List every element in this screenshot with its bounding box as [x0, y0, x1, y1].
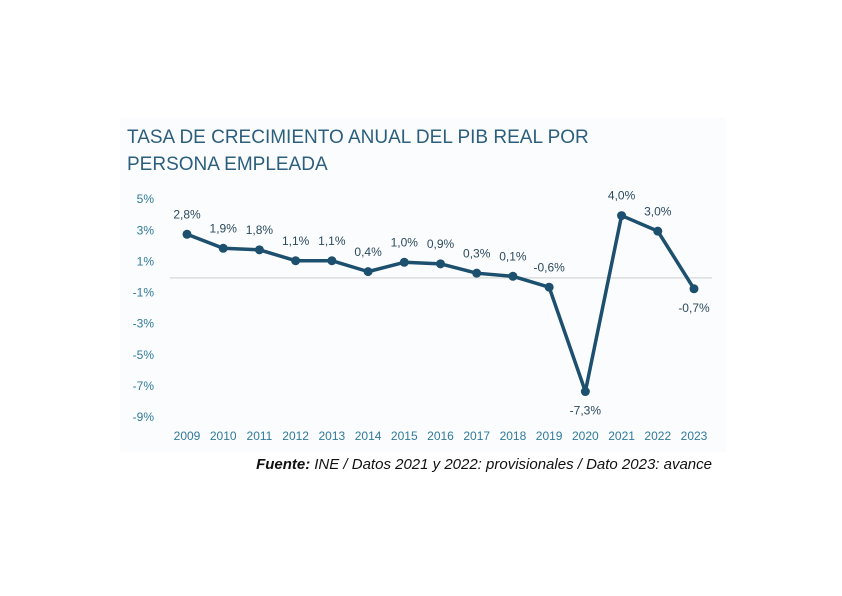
- x-tick-label: 2012: [282, 429, 309, 443]
- x-tick-label: 2017: [463, 429, 490, 443]
- data-label: -0,6%: [533, 260, 565, 274]
- source-note: Fuente: INE / Datos 2021 y 2022: provisio…: [256, 456, 712, 473]
- source-label: Fuente:: [256, 456, 311, 473]
- y-tick-label: -9%: [133, 410, 155, 424]
- y-tick-label: -1%: [133, 286, 155, 300]
- chart-background: [120, 118, 726, 452]
- y-tick-label: -7%: [133, 379, 155, 393]
- chart-title: TASA DE CRECIMIENTO ANUAL DEL PIB REAL P…: [127, 127, 589, 175]
- data-label: 1,1%: [282, 234, 310, 248]
- data-point: [617, 211, 627, 221]
- x-tick-label: 2023: [681, 429, 708, 443]
- x-tick-label: 2015: [391, 429, 418, 443]
- data-point: [363, 267, 373, 277]
- data-label: 0,1%: [499, 249, 527, 263]
- x-tick-label: 2021: [608, 429, 635, 443]
- y-tick-label: 3%: [137, 223, 155, 237]
- y-tick-label: -3%: [133, 317, 155, 331]
- x-tick-label: 2014: [355, 429, 382, 443]
- x-tick-label: 2009: [174, 429, 201, 443]
- data-point: [218, 243, 228, 253]
- x-tick-label: 2011: [247, 429, 273, 443]
- data-label: 3,0%: [644, 204, 672, 218]
- data-label: 0,3%: [463, 246, 491, 260]
- x-tick-label: 2013: [319, 429, 346, 443]
- data-label: 1,1%: [318, 234, 346, 248]
- data-point: [544, 282, 554, 292]
- data-label: 1,8%: [246, 223, 274, 237]
- data-point: [291, 256, 301, 266]
- x-tick-label: 2018: [500, 429, 527, 443]
- x-tick-label: 2010: [210, 429, 237, 443]
- data-point: [399, 257, 409, 267]
- data-label: 0,9%: [427, 237, 455, 251]
- data-label: 1,9%: [210, 221, 238, 235]
- x-tick-label: 2022: [644, 429, 671, 443]
- y-tick-label: 5%: [137, 192, 155, 206]
- data-label: 0,4%: [354, 245, 382, 259]
- data-point: [254, 245, 264, 255]
- x-tick-label: 2016: [427, 429, 454, 443]
- data-label: 1,0%: [391, 235, 419, 249]
- data-label: 2,8%: [173, 207, 201, 221]
- data-point: [182, 229, 192, 239]
- data-point: [472, 268, 482, 278]
- data-point: [436, 259, 445, 269]
- data-label: 4,0%: [608, 189, 636, 203]
- x-tick-label: 2019: [536, 429, 563, 443]
- y-tick-label: 1%: [137, 254, 155, 268]
- y-tick-label: -5%: [133, 348, 155, 362]
- data-point: [689, 284, 699, 294]
- data-point: [508, 271, 518, 281]
- data-point: [327, 256, 337, 266]
- data-point: [653, 226, 663, 236]
- data-label: -7,3%: [570, 404, 602, 418]
- x-tick-label: 2020: [572, 429, 599, 443]
- source-text: INE / Datos 2021 y 2022: provisionales /…: [314, 456, 712, 473]
- data-point: [580, 387, 590, 397]
- data-label: -0,7%: [678, 301, 710, 315]
